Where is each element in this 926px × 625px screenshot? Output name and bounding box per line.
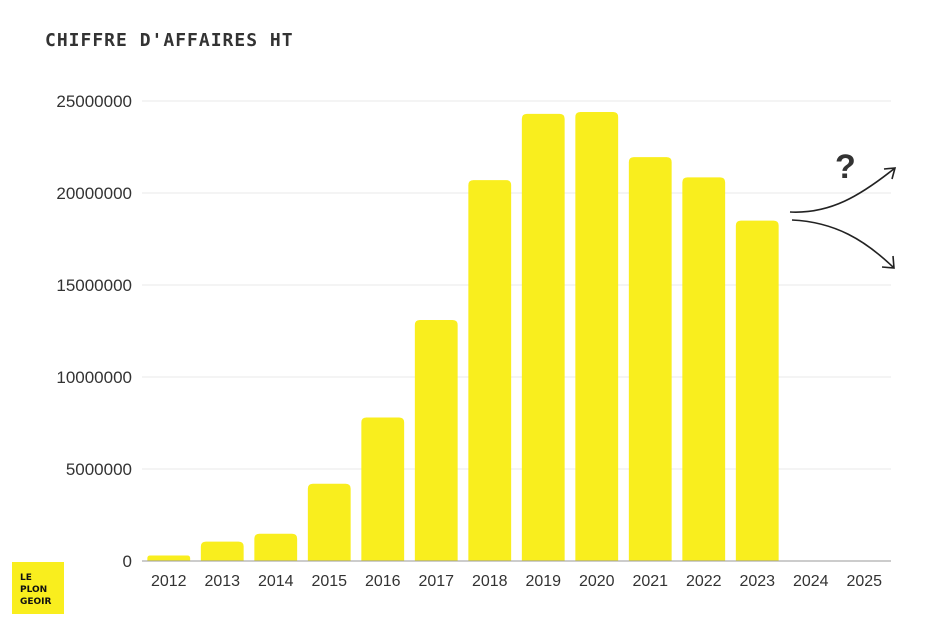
y-tick-label: 0 [123, 552, 132, 571]
bar-2014 [254, 533, 298, 561]
x-axis-ticks: 2012 2013 2014 2015 2016 2017 2018 2019 2020 2021… [151, 573, 882, 590]
x-tick-label: 2013 [204, 573, 240, 590]
logo-line-2: PLON [20, 585, 47, 595]
bar-2013 [200, 541, 244, 561]
bar-2023 [735, 220, 779, 561]
x-tick-label: 2018 [472, 573, 508, 590]
bars [147, 112, 779, 562]
y-tick-label: 25000000 [56, 92, 132, 111]
y-tick-label: 5000000 [66, 460, 132, 479]
chart-title: CHIFFRE D'AFFAIRES HT [45, 30, 294, 51]
y-tick-label: 10000000 [56, 368, 132, 387]
question-mark-annotation: ? [835, 148, 856, 186]
logo-line-3: GEOIR [20, 597, 52, 607]
bar-2016 [361, 417, 405, 561]
y-axis-ticks: 0 5000000 10000000 15000000 20000000 25000000 [56, 92, 132, 571]
bar-2017 [414, 319, 458, 561]
x-tick-label: 2017 [418, 573, 454, 590]
y-tick-label: 15000000 [56, 276, 132, 295]
logo-background [12, 562, 64, 614]
bar-2020 [575, 112, 619, 561]
bar-2015 [307, 483, 351, 561]
logo: LE PLON GEOIR [12, 562, 64, 614]
bar-2022 [682, 177, 726, 562]
up-arrow-head-icon [883, 167, 897, 180]
up-arrow-icon [789, 167, 896, 213]
x-tick-label: 2020 [579, 573, 615, 590]
bar-2021 [628, 157, 672, 561]
x-tick-label: 2016 [365, 573, 401, 590]
x-tick-label: 2021 [632, 573, 668, 590]
down-arrow-icon [791, 219, 895, 269]
bar-2018 [468, 180, 512, 561]
x-tick-label: 2025 [846, 573, 882, 590]
x-tick-label: 2022 [686, 573, 722, 590]
x-tick-label: 2015 [311, 573, 347, 590]
forecast-arrows: ? [789, 148, 897, 269]
x-tick-label: 2019 [525, 573, 561, 590]
logo-line-1: LE [20, 573, 32, 583]
x-tick-label: 2014 [258, 573, 294, 590]
bar-2019 [521, 113, 565, 561]
bar-2012 [147, 555, 191, 561]
x-tick-label: 2024 [793, 573, 829, 590]
x-tick-label: 2012 [151, 573, 187, 590]
x-tick-label: 2023 [739, 573, 775, 590]
down-arrow-head-icon [881, 255, 895, 269]
y-tick-label: 20000000 [56, 184, 132, 203]
